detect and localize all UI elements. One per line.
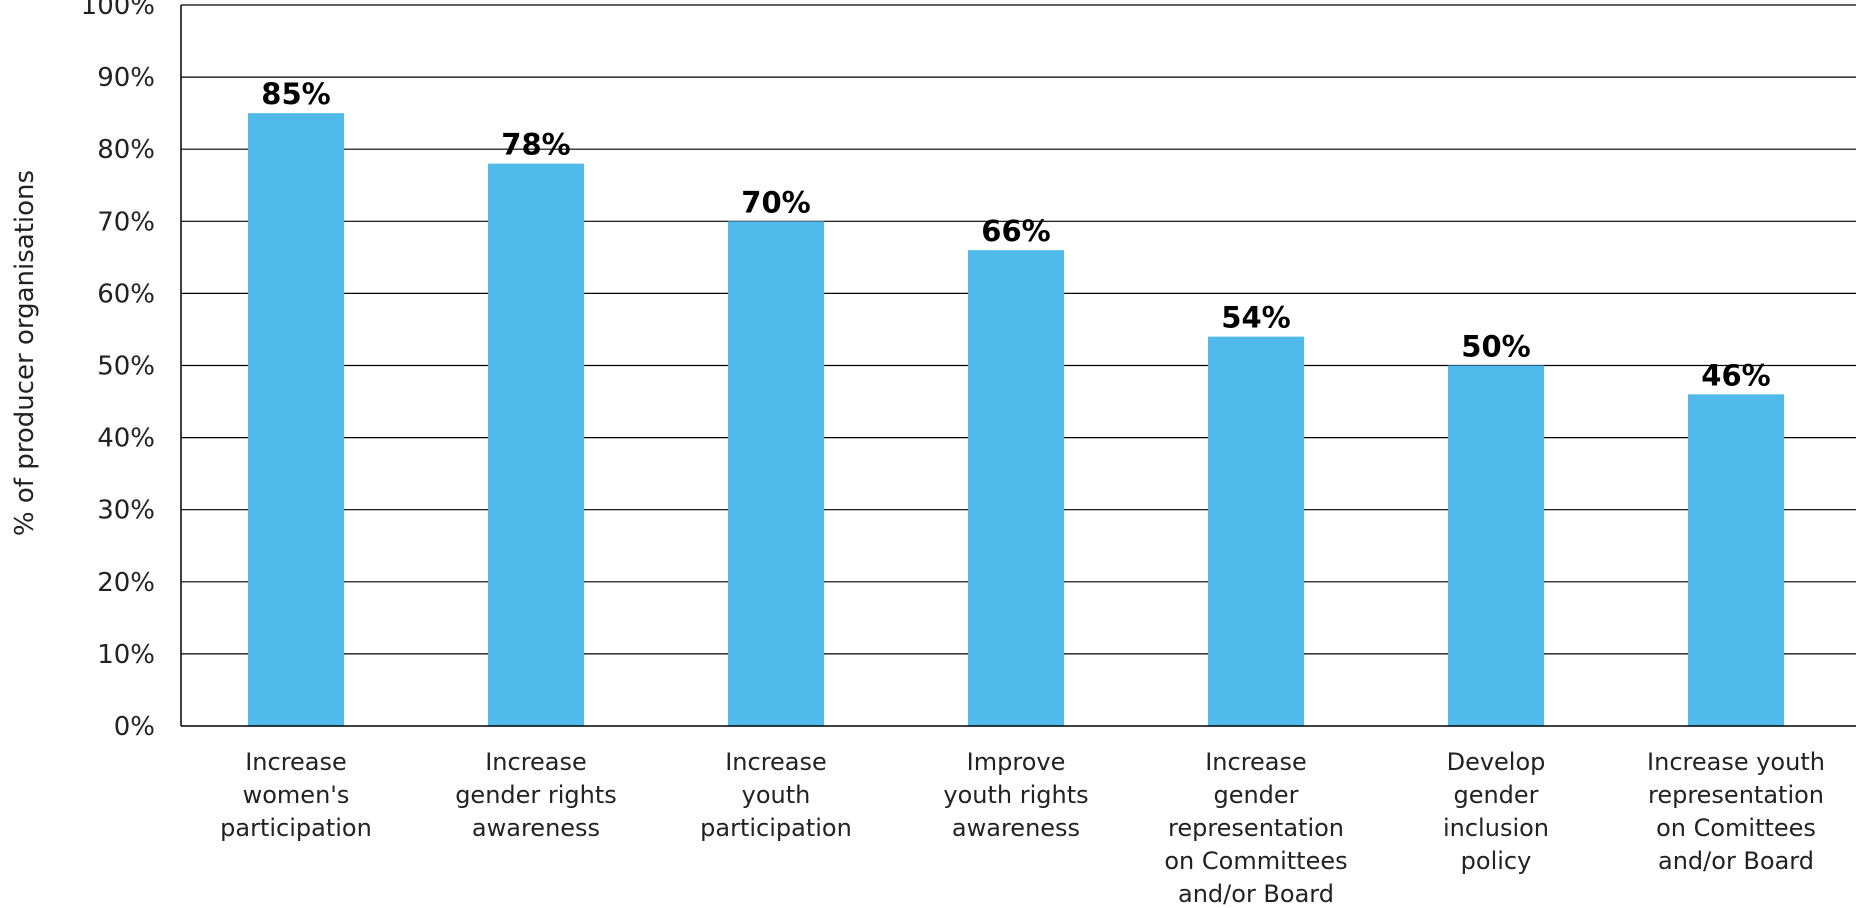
x-category-label-line: gender	[1453, 781, 1538, 809]
y-tick-label: 30%	[97, 496, 155, 526]
x-category-label-line: awareness	[952, 814, 1080, 842]
y-tick-label: 90%	[97, 63, 155, 93]
x-category-label: Increase youth representation on Comittees…	[1647, 748, 1825, 875]
x-category-label-line: Increase	[725, 748, 827, 776]
bar-value-label: 70%	[741, 185, 810, 219]
x-category-label-line: representation	[1168, 814, 1344, 842]
x-category-label: Increase gender representation on Committee…	[1164, 748, 1347, 908]
bar	[1208, 336, 1304, 726]
bar	[488, 163, 584, 726]
x-category-label-line: gender	[1213, 781, 1298, 809]
bar-value-label: 50%	[1461, 330, 1530, 364]
bar	[248, 113, 344, 726]
x-category-label-line: gender rights	[455, 781, 617, 809]
bar-value-label: 66%	[981, 214, 1050, 248]
x-category-label-line: youth	[742, 781, 811, 809]
x-category-label-line: participation	[700, 814, 852, 842]
x-category-label-line: on Committees	[1164, 847, 1347, 875]
bar-value-label: 78%	[501, 128, 570, 162]
y-tick-label: 70%	[97, 207, 155, 237]
x-category-label-line: policy	[1461, 847, 1532, 875]
bar	[968, 250, 1064, 726]
x-category-label: Increase women's participation	[220, 748, 372, 842]
y-axis-ticks: 0% 10% 20% 30% 40% 50% 60% 70% 80% 90% 100%	[81, 0, 155, 742]
y-tick-label: 10%	[97, 640, 155, 670]
x-category-label-line: Increase	[245, 748, 347, 776]
x-category-label-line: and/or Board	[1658, 847, 1814, 875]
y-tick-label: 80%	[97, 135, 155, 165]
y-tick-label: 100%	[81, 0, 155, 21]
bar-value-label: 46%	[1701, 358, 1770, 392]
y-tick-label: 60%	[97, 279, 155, 309]
bar	[728, 221, 824, 727]
x-axis-categories: Increase women's participation Increase gend…	[220, 748, 1825, 908]
x-category-label: Increase youth participation	[700, 748, 852, 842]
x-category-label-line: awareness	[472, 814, 600, 842]
y-tick-label: 20%	[97, 568, 155, 598]
bar-value-label: 54%	[1221, 301, 1290, 335]
x-category-label-line: and/or Board	[1178, 880, 1334, 908]
bars	[248, 113, 1784, 727]
x-category-label-line: Increase youth	[1647, 748, 1825, 776]
x-category-label: Increase gender rights awareness	[455, 748, 617, 842]
x-category-label-line: participation	[220, 814, 372, 842]
x-category-label-line: Increase	[1205, 748, 1307, 776]
x-category-label-line: on Comittees	[1656, 814, 1816, 842]
x-category-label-line: representation	[1648, 781, 1824, 809]
x-category-label-line: Increase	[485, 748, 587, 776]
x-category-label: Improve youth rights awareness	[943, 748, 1088, 842]
x-category-label-line: women's	[243, 781, 350, 809]
bar	[1448, 365, 1544, 726]
x-category-label-line: Improve	[967, 748, 1066, 776]
y-tick-label: 40%	[97, 424, 155, 454]
bar	[1688, 394, 1784, 726]
x-category-label-line: inclusion	[1443, 814, 1549, 842]
x-category-label-line: youth rights	[943, 781, 1088, 809]
x-category-label: Develop gender inclusion policy	[1443, 748, 1549, 875]
bar-value-label: 85%	[261, 77, 330, 111]
y-tick-label: 0%	[114, 712, 155, 742]
value-labels: 85% 78% 70% 66% 54% 50% 46%	[261, 77, 1770, 392]
y-tick-label: 50%	[97, 352, 155, 382]
x-category-label-line: Develop	[1447, 748, 1546, 776]
y-axis-title: % of producer organisations	[10, 170, 40, 536]
